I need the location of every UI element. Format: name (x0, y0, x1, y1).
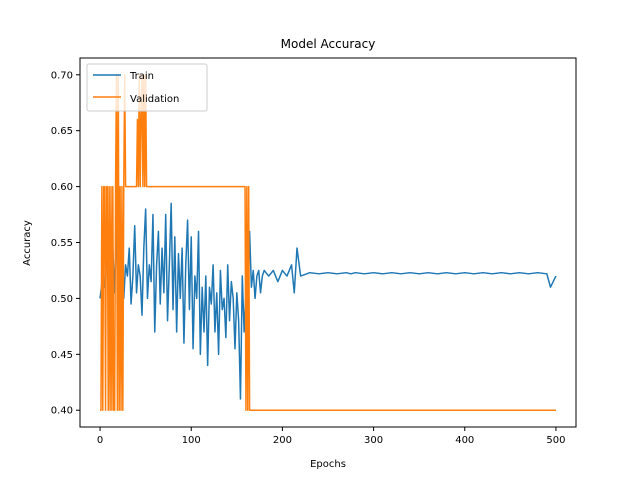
y-tick-label: 0.70 (51, 70, 73, 81)
x-tick-label: 400 (455, 435, 474, 446)
x-tick-label: 100 (182, 435, 201, 446)
chart-title: Model Accuracy (281, 37, 376, 51)
y-tick-label: 0.55 (51, 238, 73, 249)
legend-label-validation: Validation (130, 94, 179, 105)
series-line-train (99, 202, 557, 400)
y-tick-label: 0.65 (51, 126, 73, 137)
legend-label-train: Train (129, 71, 154, 82)
legend: Train Validation (86, 63, 208, 112)
y-tick-label: 0.60 (51, 182, 73, 193)
x-tick-label: 200 (273, 435, 292, 446)
x-tick-label: 300 (364, 435, 383, 446)
x-axis-label: Epochs (310, 459, 346, 470)
y-tick-label: 0.50 (51, 294, 73, 305)
y-tick-label: 0.45 (51, 350, 73, 361)
series-line-validation (100, 74, 556, 411)
y-axis-label: Accuracy (22, 220, 33, 266)
x-tick-label: 0 (97, 435, 103, 446)
y-tick-label: 0.40 (51, 406, 73, 417)
x-tick-label: 500 (546, 435, 565, 446)
